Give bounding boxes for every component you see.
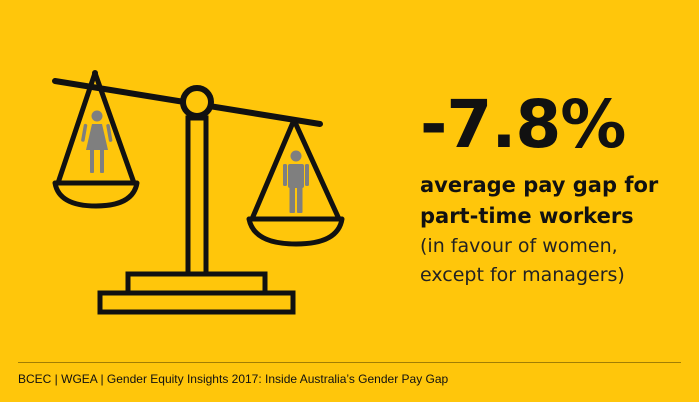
headline-line-2: part-time workers [420,204,634,228]
right-pan [246,117,345,247]
source-credit: BCEC | WGEA | Gender Equity Insights 201… [18,372,449,386]
headline-line-1: average pay gap for [420,173,659,197]
balance-scale-illustration [0,0,360,340]
headline: average pay gap for part-time workers [420,170,690,232]
scale-pole [185,115,209,279]
male-figure-icon [283,150,309,213]
scale-pivot [180,85,214,119]
subnote: (in favour of women, except for managers… [420,232,695,290]
subnote-line-2: except for managers) [420,264,625,286]
scale-base-bottom [97,290,296,315]
female-figure-icon [81,110,113,173]
footer-divider [18,362,681,363]
left-pan [52,70,140,209]
subnote-line-1: (in favour of women, [420,235,618,257]
pay-gap-figure: -7.8% [420,86,626,163]
balance-scale-icon [52,70,345,315]
